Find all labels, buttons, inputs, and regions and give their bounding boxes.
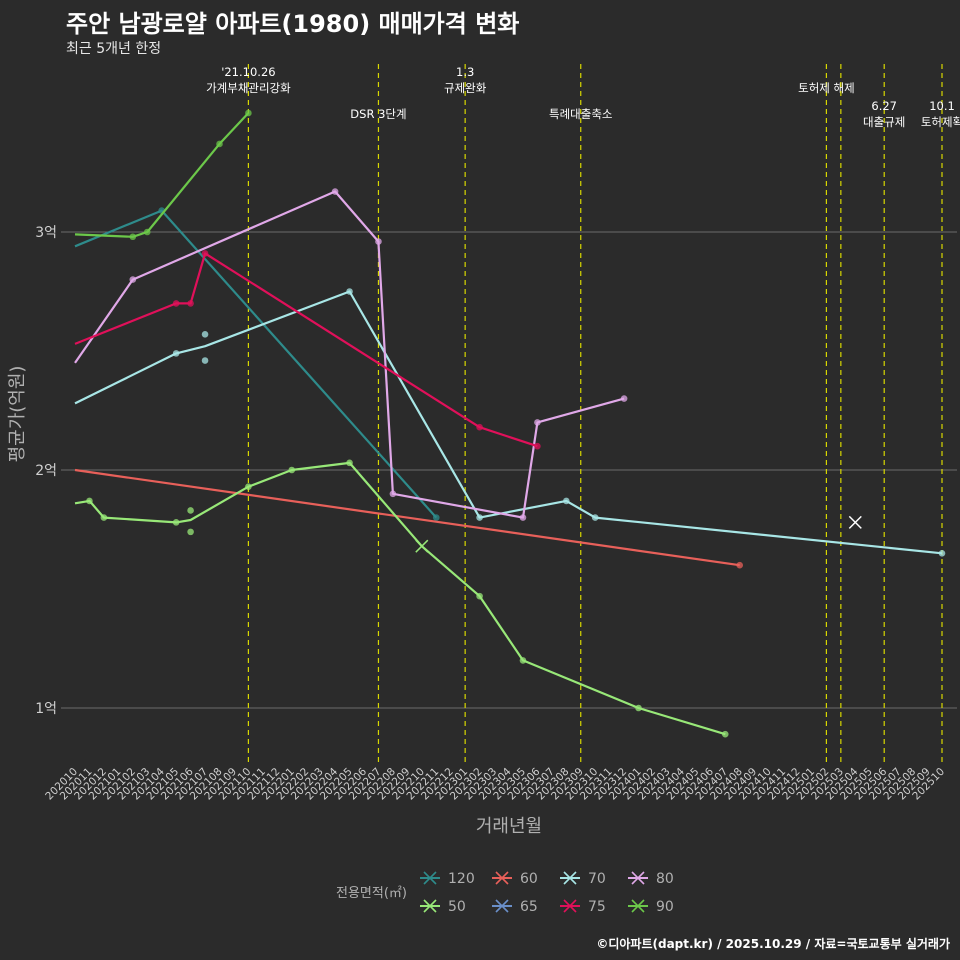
legend-label-120: 120	[448, 871, 475, 887]
data-point-50	[100, 514, 108, 521]
event-label: 토허제 해제	[798, 81, 855, 95]
axis-layer: 1억2억3억2020102020112020122021012021022021…	[7, 225, 947, 837]
data-point-80	[129, 276, 137, 283]
data-point-120	[432, 514, 440, 521]
data-point-75	[201, 250, 209, 257]
data-point-75	[187, 300, 194, 307]
legend-key-cross-120	[423, 871, 437, 885]
data-point-70	[563, 497, 570, 505]
event-label: 규제완화	[444, 81, 487, 95]
y-tick-label: 3억	[35, 225, 57, 241]
data-point-50	[187, 507, 194, 514]
data-point-80	[534, 419, 541, 426]
event-label: 10.1	[929, 99, 955, 113]
legend-key-cross-60	[495, 871, 509, 885]
data-point-80	[620, 395, 628, 402]
legend-key-cross-80	[631, 871, 645, 885]
data-point-70	[476, 514, 483, 521]
y-tick-label: 1억	[35, 701, 57, 717]
event-label: DSR 3단계	[350, 107, 406, 121]
legend-label-70: 70	[588, 871, 606, 887]
chart-title: 주안 남광로얄 아파트(1980) 매매가격 변화	[66, 10, 520, 38]
legend-label-60: 60	[520, 871, 538, 887]
data-point-80	[519, 514, 527, 521]
data-point-70	[201, 331, 209, 338]
legend-key-cross-70	[563, 871, 577, 885]
data-point-70	[201, 357, 209, 364]
data-point-80	[331, 188, 339, 195]
data-point-60	[736, 561, 743, 569]
source-caption: ©디아파트(dapt.kr) / 2025.10.29 / 자료=국토교통부 실…	[596, 937, 950, 951]
data-point-70	[346, 288, 353, 295]
series-line-75	[74, 252, 538, 448]
data-point-90	[129, 233, 137, 241]
data-point-70	[172, 350, 180, 357]
data-point-90	[216, 140, 223, 148]
legend-label-50: 50	[448, 899, 466, 915]
series-line-120	[74, 209, 438, 519]
event-label: '21.10.26	[221, 65, 275, 79]
cross-mark-70	[848, 515, 862, 529]
event-label: 특례대출축소	[549, 107, 612, 121]
event-label: 가계부채관리강화	[206, 81, 291, 95]
data-point-50	[187, 528, 194, 536]
data-point-75	[172, 300, 180, 307]
legend-key-cross-65	[495, 899, 509, 913]
legend-label-65: 65	[520, 899, 538, 915]
data-point-70	[591, 514, 599, 521]
legend: 120 60 70 80 50 65 75 90	[420, 871, 674, 915]
series-line-90	[74, 112, 250, 238]
data-point-50	[346, 459, 353, 467]
legend-key-cross-90	[631, 899, 645, 913]
series-line-50	[74, 461, 726, 736]
event-label: 토허제확	[921, 115, 960, 129]
data-point-50	[635, 704, 642, 712]
data-point-75	[534, 442, 541, 450]
data-point-70	[938, 550, 946, 557]
data-point-50	[721, 730, 729, 738]
legend-label-90: 90	[656, 899, 674, 915]
data-point-80	[389, 490, 397, 498]
x-axis-title: 거래년월	[476, 816, 542, 837]
data-point-50	[476, 592, 483, 600]
grid-layer	[61, 231, 957, 709]
data-point-50	[245, 483, 252, 490]
chart-subtitle: 최근 5개년 한정	[66, 41, 162, 57]
legend-label-75: 75	[588, 899, 606, 915]
event-label: 1.3	[456, 65, 474, 79]
data-point-50	[86, 497, 93, 505]
data-point-90	[245, 109, 252, 117]
legend-label-80: 80	[656, 871, 674, 887]
data-point-90	[143, 228, 151, 236]
legend-title: 전용면적(㎡)	[336, 886, 407, 901]
series-layer	[74, 109, 946, 738]
data-point-50	[172, 519, 180, 526]
data-point-50	[519, 657, 527, 664]
series-line-70	[74, 290, 943, 555]
event-label: 6.27	[871, 99, 897, 113]
series-line-80	[74, 190, 625, 519]
cross-mark-50	[415, 539, 429, 553]
legend-key-cross-75	[563, 899, 577, 913]
legend-key-cross-50	[423, 899, 437, 913]
series-line-60	[74, 468, 740, 567]
y-axis-title: 평균가(억원)	[7, 366, 28, 463]
data-point-75	[476, 423, 483, 431]
event-label: 대출규제	[863, 115, 905, 129]
data-point-80	[375, 238, 382, 245]
y-tick-label: 2억	[35, 463, 57, 479]
data-point-50	[288, 466, 296, 474]
